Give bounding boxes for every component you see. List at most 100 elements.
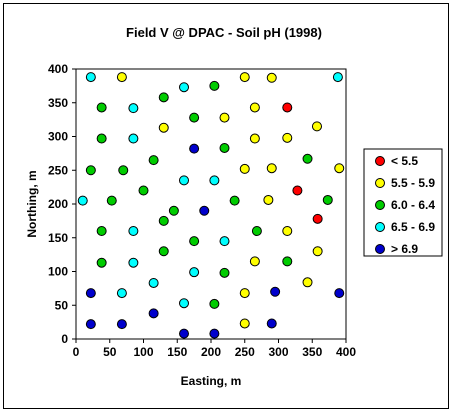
data-point	[96, 226, 107, 236]
y-tick-label: 200	[48, 197, 68, 211]
legend-marker	[375, 156, 385, 166]
data-point	[85, 319, 96, 330]
data-point	[189, 112, 200, 123]
data-point	[179, 298, 189, 309]
data-point	[282, 226, 293, 236]
x-axis: 0 50 100 150 200 250 300 350 400	[73, 339, 356, 359]
data-point	[138, 185, 149, 196]
data-point	[106, 195, 117, 206]
data-point	[85, 165, 96, 176]
data-point	[209, 328, 220, 339]
y-tick-label: 50	[55, 298, 69, 312]
x-tick-label: 200	[201, 345, 221, 359]
data-point	[128, 226, 139, 236]
data-point	[312, 213, 323, 224]
data-point	[179, 82, 189, 93]
legend-label: < 5.5	[391, 154, 418, 168]
data-point	[282, 256, 293, 267]
x-tick-label: 350	[302, 345, 322, 359]
data-point	[239, 288, 250, 299]
legend-label: 6.0 - 6.4	[391, 198, 435, 212]
data-point	[249, 133, 260, 144]
data-point	[179, 175, 189, 186]
data-point	[189, 143, 200, 154]
data-point	[332, 72, 343, 83]
legend: < 5.5 5.5 - 5.9 6.0 - 6.4 6.5 - 6.9 > 6.9	[363, 148, 443, 257]
data-point	[334, 288, 345, 299]
data-point	[148, 155, 159, 166]
data-point	[263, 194, 274, 205]
data-point	[219, 236, 230, 247]
data-point	[118, 165, 129, 176]
data-point	[239, 72, 250, 83]
data-point	[128, 103, 139, 114]
data-point	[189, 267, 200, 278]
data-points	[77, 72, 345, 339]
data-point	[128, 257, 139, 268]
y-tick-label: 150	[48, 231, 68, 245]
data-point	[85, 72, 96, 83]
plot-area	[75, 68, 347, 340]
legend-box	[363, 148, 443, 257]
y-tick-label: 400	[48, 62, 68, 76]
data-point	[282, 132, 293, 143]
legend-label: 6.5 - 6.9	[391, 220, 435, 234]
legend-label: 5.5 - 5.9	[391, 176, 435, 190]
y-tick-label: 100	[48, 265, 68, 279]
x-tick-label: 50	[103, 345, 117, 359]
data-point	[282, 102, 293, 113]
data-point	[199, 205, 210, 216]
x-tick-label: 0	[73, 345, 80, 359]
data-point	[116, 288, 127, 299]
y-axis-title: Northing, m	[25, 170, 39, 237]
data-point	[249, 256, 260, 267]
data-point	[270, 286, 281, 297]
y-tick-label: 300	[48, 130, 68, 144]
data-point	[209, 298, 220, 309]
legend-marker	[375, 200, 385, 210]
data-point	[302, 277, 313, 288]
data-point	[85, 288, 96, 299]
legend-marker	[375, 244, 385, 254]
data-point	[229, 195, 240, 206]
data-point	[266, 318, 277, 329]
x-tick-label: 150	[167, 345, 187, 359]
data-point	[292, 185, 303, 196]
data-point	[219, 112, 230, 123]
data-point	[266, 72, 277, 83]
data-point	[128, 133, 139, 144]
y-tick-label: 250	[48, 163, 68, 177]
x-tick-label: 400	[336, 345, 356, 359]
x-tick-label: 100	[133, 345, 153, 359]
y-axis: 0 50 100 150 200 250 300 350 400	[48, 62, 76, 346]
x-axis-title: Easting, m	[181, 374, 242, 388]
data-point	[311, 121, 322, 132]
data-point	[77, 195, 88, 206]
data-point	[239, 163, 250, 174]
data-point	[302, 153, 313, 164]
data-point	[96, 133, 107, 144]
legend-marker	[375, 222, 385, 232]
data-point	[158, 215, 169, 226]
legend-marker	[375, 178, 385, 188]
data-point	[116, 72, 127, 83]
x-tick-label: 250	[235, 345, 255, 359]
data-point	[266, 163, 277, 174]
data-point	[148, 277, 159, 288]
legend-label: > 6.9	[391, 242, 418, 256]
chart-title: Field V @ DPAC - Soil pH (1998)	[126, 25, 322, 40]
data-point	[219, 142, 230, 153]
data-point	[179, 328, 189, 339]
data-point	[116, 319, 127, 330]
data-point	[334, 163, 345, 174]
data-point	[322, 194, 333, 205]
data-point	[209, 80, 220, 91]
data-point	[158, 246, 169, 257]
x-tick-label: 300	[268, 345, 288, 359]
y-tick-label: 350	[48, 96, 68, 110]
data-point	[251, 226, 262, 236]
data-point	[148, 308, 159, 319]
data-point	[239, 318, 250, 329]
data-point	[189, 236, 200, 247]
